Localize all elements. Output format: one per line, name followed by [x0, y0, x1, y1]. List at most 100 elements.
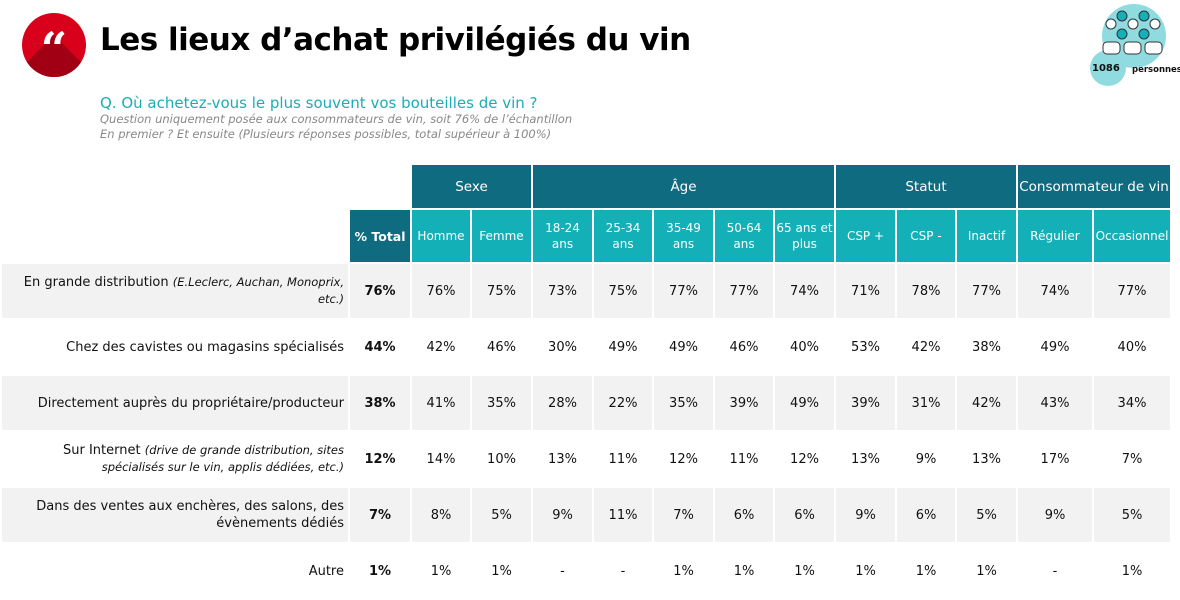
value-cell: 30% [531, 318, 594, 376]
column-header: CSP - [895, 208, 957, 264]
value-cell: 53% [834, 318, 897, 376]
table-row: Chez des cavistes ou magasins spécialisé… [0, 318, 1172, 376]
total-cell: 38% [348, 374, 412, 432]
row-label-text: Directement auprès du propriétaire/produ… [37, 395, 344, 411]
column-header: Inactif [955, 208, 1018, 264]
table-row: Dans des ventes aux enchères, des salons… [0, 486, 1172, 544]
value-cell: 1% [773, 542, 836, 600]
value-cell: - [531, 542, 594, 600]
value-cell: 8% [410, 486, 472, 544]
value-cell: 49% [773, 374, 836, 432]
value-cell: 7% [652, 486, 715, 544]
value-cell: 1% [834, 542, 897, 600]
row-label-detail: (E.Leclerc, Auchan, Monoprix, etc.) [172, 275, 344, 306]
value-cell: 40% [773, 318, 836, 376]
value-cell: 76% [410, 262, 472, 320]
column-header: Homme [410, 208, 472, 264]
sample-label: personnes [1132, 65, 1180, 75]
row-label: Sur Internet (drive de grande distributi… [0, 430, 350, 488]
value-cell: 42% [410, 318, 472, 376]
sample-size-badge: 1086 personnes [1088, 0, 1180, 90]
value-cell: 1% [470, 542, 533, 600]
value-cell: 17% [1016, 430, 1094, 488]
value-cell: 46% [470, 318, 533, 376]
row-label: Directement auprès du propriétaire/produ… [0, 374, 350, 432]
value-cell: 6% [895, 486, 957, 544]
value-cell: 9% [1016, 486, 1094, 544]
group-header: Âge [531, 163, 836, 210]
value-cell: 11% [713, 430, 775, 488]
value-cell: 14% [410, 430, 472, 488]
question-text: Q. Où achetez-vous le plus souvent vos b… [100, 94, 538, 112]
row-label-text: Chez des cavistes ou magasins spécialisé… [66, 339, 344, 355]
value-cell: 22% [592, 374, 654, 432]
value-cell: 1% [652, 542, 715, 600]
value-cell: 7% [1092, 430, 1172, 488]
row-label-text: Sur Internet [62, 443, 141, 458]
row-label: En grande distribution (E.Leclerc, Aucha… [0, 262, 350, 320]
value-cell: 1% [1092, 542, 1172, 600]
row-label: Autre [0, 542, 350, 600]
value-cell: 35% [652, 374, 715, 432]
value-cell: - [1016, 542, 1094, 600]
value-cell: 74% [1016, 262, 1094, 320]
page-title: Les lieux d’achat privilégiés du vin [100, 22, 691, 58]
column-header: 35-49 ans [652, 208, 715, 264]
value-cell: 12% [652, 430, 715, 488]
value-cell: 75% [592, 262, 654, 320]
group-header: Consommateur de vin [1016, 163, 1172, 210]
value-cell: 1% [895, 542, 957, 600]
group-header: Sexe [410, 163, 533, 210]
column-header: CSP + [834, 208, 897, 264]
value-cell: 1% [955, 542, 1018, 600]
value-cell: 6% [773, 486, 836, 544]
total-cell: 76% [348, 262, 412, 320]
value-cell: - [592, 542, 654, 600]
value-cell: 77% [652, 262, 715, 320]
value-cell: 77% [1092, 262, 1172, 320]
value-cell: 12% [773, 430, 836, 488]
value-cell: 9% [834, 486, 897, 544]
total-cell: 7% [348, 486, 412, 544]
value-cell: 34% [1092, 374, 1172, 432]
value-cell: 71% [834, 262, 897, 320]
table-row: Autre 1% 1% 1% - -1% 1% 1% 1% 1% 1% -1% [0, 542, 1172, 600]
note-sample: Question uniquement posée aux consommate… [100, 112, 573, 126]
value-cell: 77% [713, 262, 775, 320]
note-multiple: En premier ? Et ensuite (Plusieurs répon… [100, 127, 552, 141]
value-cell: 43% [1016, 374, 1094, 432]
value-cell: 1% [713, 542, 775, 600]
people-icon [1102, 10, 1163, 55]
value-cell: 5% [1092, 486, 1172, 544]
table-row: Directement auprès du propriétaire/produ… [0, 374, 1172, 432]
value-cell: 49% [652, 318, 715, 376]
table-row: Sur Internet (drive de grande distributi… [0, 430, 1172, 488]
value-cell: 5% [470, 486, 533, 544]
value-cell: 75% [470, 262, 533, 320]
column-header: 50-64 ans [713, 208, 775, 264]
value-cell: 6% [713, 486, 775, 544]
value-cell: 39% [713, 374, 775, 432]
value-cell: 13% [955, 430, 1018, 488]
value-cell: 41% [410, 374, 472, 432]
total-cell: 1% [348, 542, 412, 600]
row-label-text: Dans des ventes aux enchères, des salons… [36, 499, 344, 531]
value-cell: 46% [713, 318, 775, 376]
value-cell: 49% [592, 318, 654, 376]
column-header: Régulier [1016, 208, 1094, 264]
value-cell: 35% [470, 374, 533, 432]
value-cell: 42% [895, 318, 957, 376]
table-row: En grande distribution (E.Leclerc, Aucha… [0, 262, 1172, 320]
total-header: % Total [348, 208, 412, 264]
value-cell: 40% [1092, 318, 1172, 376]
value-cell: 11% [592, 486, 654, 544]
row-label: Chez des cavistes ou magasins spécialisé… [0, 318, 350, 376]
value-cell: 28% [531, 374, 594, 432]
value-cell: 73% [531, 262, 594, 320]
quote-logo-icon: “ [22, 13, 86, 77]
value-cell: 13% [834, 430, 897, 488]
value-cell: 77% [955, 262, 1018, 320]
value-cell: 49% [1016, 318, 1094, 376]
value-cell: 1% [410, 542, 472, 600]
column-header: 65 ans et plus [773, 208, 836, 264]
